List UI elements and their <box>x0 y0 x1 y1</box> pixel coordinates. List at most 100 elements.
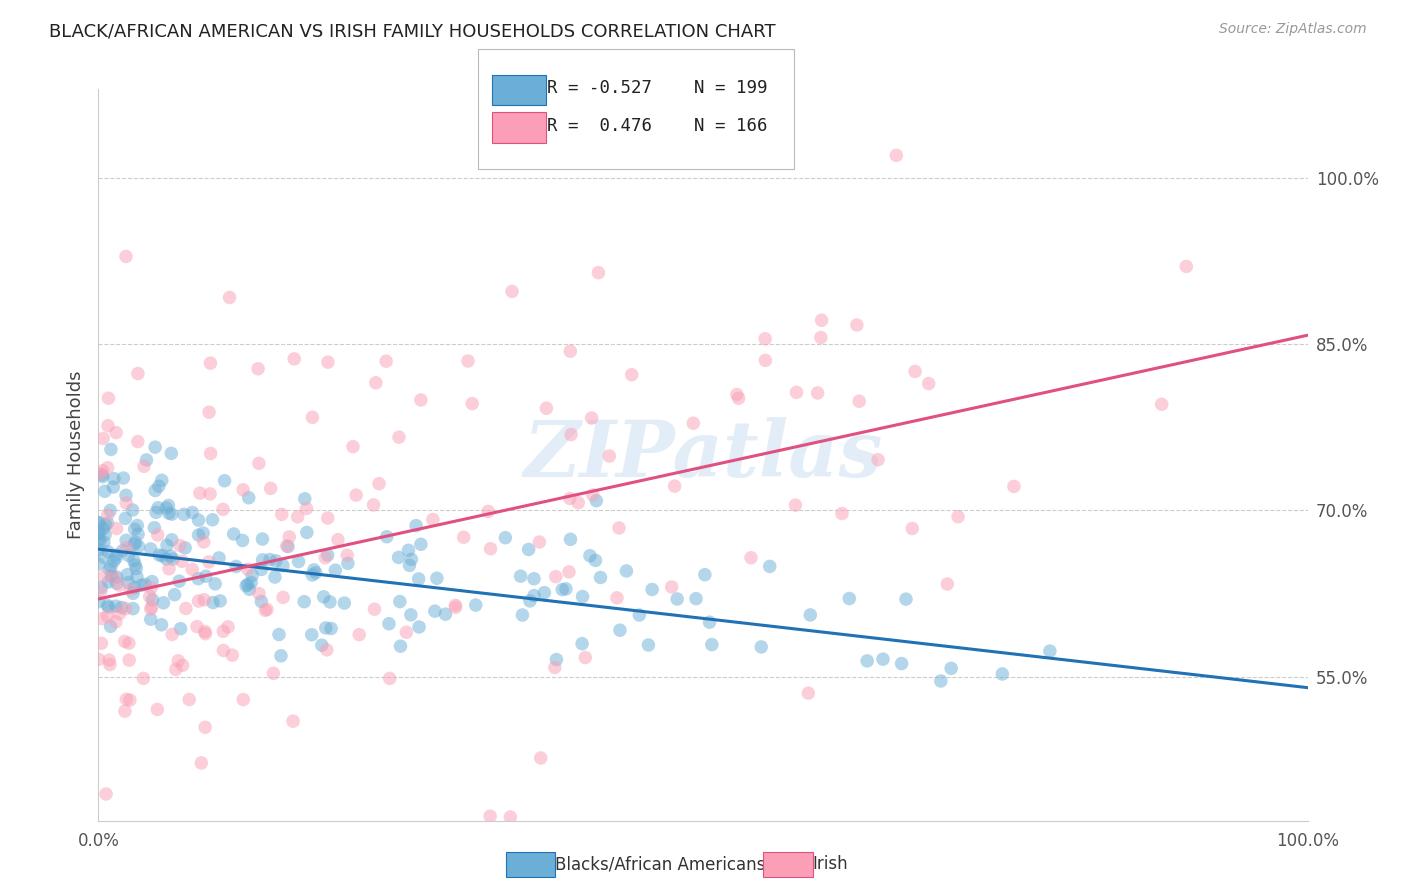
Point <box>200 446 222 460</box>
Point <box>103 480 125 494</box>
Point <box>98 653 121 667</box>
Point <box>87 595 110 609</box>
Point <box>479 541 502 556</box>
Point <box>212 502 235 516</box>
Point <box>494 531 516 545</box>
Point <box>807 386 830 401</box>
Point <box>173 508 195 522</box>
Point <box>585 493 607 508</box>
Point <box>159 549 181 564</box>
Point <box>96 516 118 530</box>
Point <box>409 392 432 407</box>
Point <box>616 564 638 578</box>
Point <box>87 652 110 666</box>
Point <box>117 567 139 582</box>
Point <box>127 434 149 449</box>
Point <box>247 456 270 470</box>
Point <box>264 554 287 568</box>
Point <box>100 619 122 633</box>
Point <box>103 570 125 584</box>
Point <box>87 557 110 571</box>
Point <box>118 653 141 667</box>
Point <box>264 570 287 584</box>
Point <box>551 582 574 597</box>
Point <box>93 550 115 565</box>
Point <box>598 449 620 463</box>
Point <box>389 639 412 653</box>
Point <box>145 505 167 519</box>
Point <box>91 467 114 482</box>
Point <box>453 530 475 544</box>
Point <box>560 344 582 359</box>
Point <box>167 574 190 588</box>
Point <box>530 751 553 765</box>
Point <box>461 397 484 411</box>
Point <box>124 522 146 536</box>
Point <box>544 660 567 674</box>
Point <box>118 693 141 707</box>
Point <box>270 508 292 522</box>
Point <box>312 590 335 604</box>
Point <box>388 594 411 608</box>
Point <box>128 540 150 554</box>
Point <box>174 541 197 555</box>
Point <box>936 577 959 591</box>
Point <box>87 525 110 540</box>
Point <box>143 483 166 498</box>
Point <box>240 568 263 582</box>
Point <box>163 588 186 602</box>
Point <box>221 648 243 662</box>
Point <box>305 566 328 580</box>
Point <box>194 569 217 583</box>
Point <box>87 542 110 557</box>
Point <box>132 672 155 686</box>
Point <box>124 581 146 595</box>
Point <box>395 625 418 640</box>
Point <box>152 596 174 610</box>
Point <box>141 592 163 607</box>
Point <box>270 648 292 663</box>
Point <box>262 666 284 681</box>
Point <box>114 634 136 648</box>
Point <box>193 592 215 607</box>
Point <box>139 612 162 626</box>
Point <box>941 661 963 675</box>
Point <box>98 562 121 576</box>
Point <box>146 702 169 716</box>
Point <box>699 615 721 630</box>
Point <box>91 522 114 536</box>
Point <box>588 266 610 280</box>
Point <box>93 535 115 549</box>
Point <box>98 657 121 672</box>
Point <box>682 416 704 430</box>
Point <box>378 616 401 631</box>
Text: Irish: Irish <box>813 855 848 873</box>
Point <box>477 504 499 518</box>
Point <box>904 364 927 378</box>
Point <box>254 603 277 617</box>
Point <box>240 575 263 590</box>
Point <box>169 622 191 636</box>
Point <box>103 554 125 568</box>
Text: Source: ZipAtlas.com: Source: ZipAtlas.com <box>1219 22 1367 37</box>
Point <box>100 559 122 574</box>
Point <box>121 503 143 517</box>
Point <box>97 544 120 558</box>
Point <box>325 563 347 577</box>
Point <box>571 637 593 651</box>
Point <box>97 460 120 475</box>
Point <box>316 511 339 525</box>
Point <box>271 558 294 573</box>
Point <box>122 553 145 567</box>
Point <box>194 720 217 734</box>
Point <box>579 549 602 563</box>
Point <box>831 507 853 521</box>
Point <box>208 550 231 565</box>
Point <box>232 692 254 706</box>
Point <box>187 513 209 527</box>
Point <box>105 576 128 591</box>
Point <box>363 602 385 616</box>
Point <box>214 474 236 488</box>
Point <box>364 376 387 390</box>
Point <box>193 526 215 541</box>
